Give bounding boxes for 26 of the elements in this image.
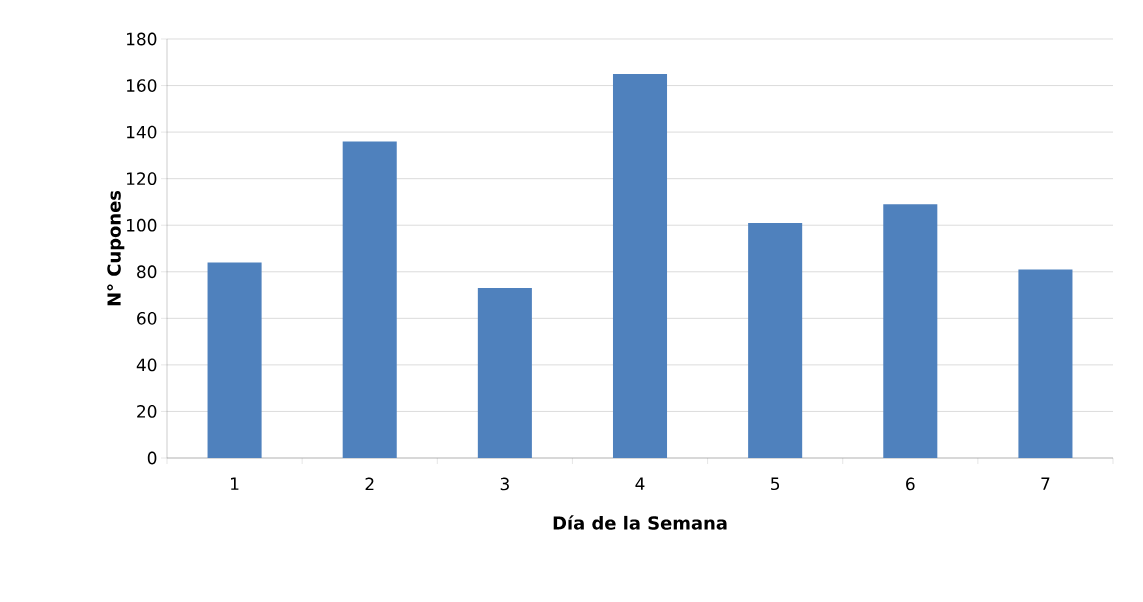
x-tick-label: 4 (635, 477, 645, 490)
y-tick-label: 160 (127, 79, 157, 92)
bar (342, 141, 397, 458)
y-tick-label: 20 (137, 405, 157, 418)
x-tick-label: 2 (365, 477, 374, 491)
bar (207, 262, 262, 458)
bar (883, 204, 938, 458)
x-tick-label: 1 (231, 477, 239, 490)
y-tick-label: 140 (127, 125, 157, 139)
bar (477, 288, 532, 458)
y-tick-label: 40 (136, 358, 157, 372)
x-tick-label: 6 (906, 477, 915, 491)
bar (748, 222, 803, 458)
bar (612, 73, 668, 458)
y-tick-label: 180 (127, 32, 157, 46)
y-tick-label: 0 (147, 451, 157, 465)
x-tick-label: 3 (500, 477, 509, 491)
x-axis-title: Día de la Semana (553, 515, 727, 530)
y-tick-label: 100 (127, 218, 157, 232)
x-tick-label: 7 (1041, 477, 1050, 490)
y-tick-label: 80 (137, 265, 157, 279)
x-tick-label: 5 (771, 477, 780, 491)
bar (1018, 269, 1073, 458)
y-tick-label: 120 (127, 172, 157, 186)
y-axis-title: N° Cupones (107, 190, 125, 306)
y-tick-label: 60 (137, 311, 157, 325)
